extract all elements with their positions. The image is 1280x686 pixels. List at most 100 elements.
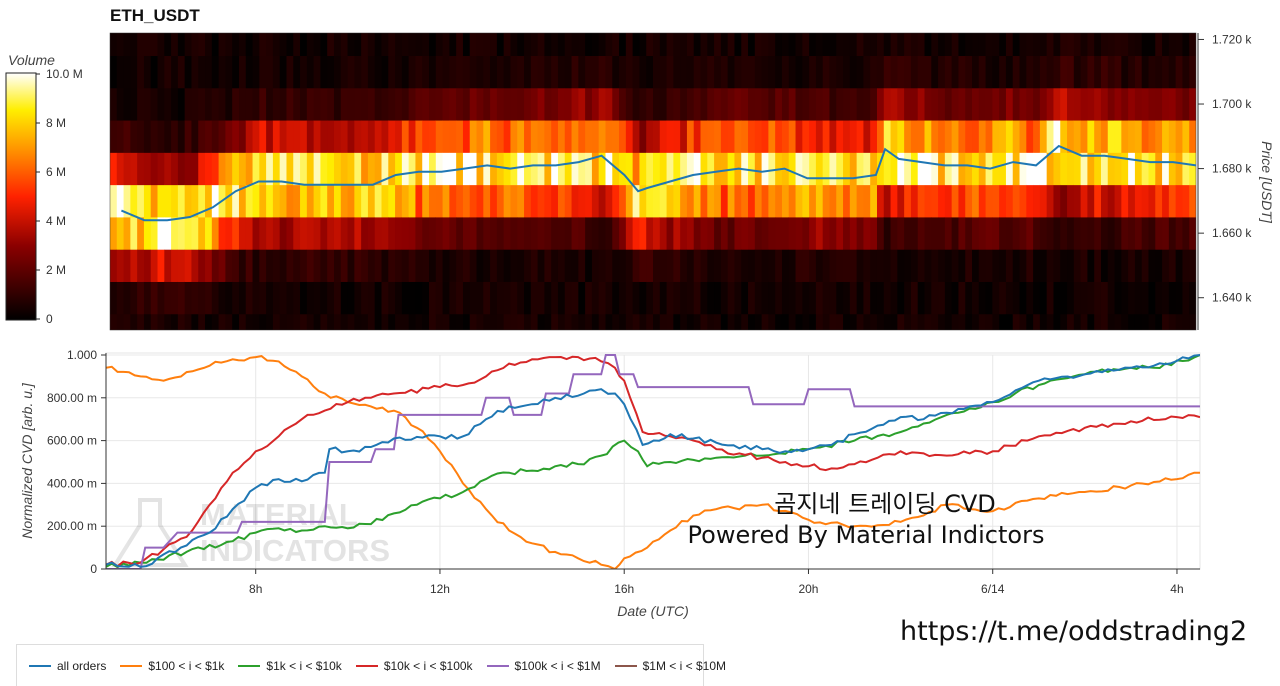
- heatmap-cell: [483, 184, 491, 218]
- heatmap-cell: [123, 313, 131, 330]
- heatmap-cell: [272, 87, 281, 121]
- heatmap-cell: [748, 249, 756, 282]
- heatmap-cell: [123, 33, 131, 56]
- heatmap-cell: [1053, 281, 1061, 315]
- heatmap-cell: [1087, 313, 1095, 330]
- heatmap-cell: [476, 87, 484, 121]
- heatmap-cell: [293, 120, 301, 153]
- heatmap-cell: [286, 313, 294, 330]
- heatmap-cell: [469, 87, 478, 121]
- heatmap-cell: [130, 313, 138, 330]
- heatmap-cell: [422, 184, 430, 218]
- heatmap-cell: [612, 55, 620, 89]
- heatmap-cell: [354, 120, 362, 153]
- heatmap-cell: [1155, 33, 1163, 56]
- heatmap-cell: [524, 87, 532, 121]
- heatmap-cell: [266, 217, 274, 250]
- heatmap-cell: [367, 33, 376, 56]
- legend-item[interactable]: all orders: [29, 659, 106, 673]
- heatmap-cell: [795, 120, 803, 153]
- heatmap-cell: [904, 313, 912, 330]
- heatmap-cell: [232, 281, 240, 315]
- heatmap-cell: [530, 313, 539, 330]
- heatmap-cell: [415, 281, 423, 315]
- heatmap-cell: [205, 120, 213, 153]
- heatmap-cell: [734, 313, 742, 330]
- legend-item[interactable]: $1M < i < $10M: [614, 659, 726, 673]
- heatmap-cell: [673, 55, 681, 89]
- heatmap-cell: [150, 184, 159, 218]
- heatmap-cell: [1128, 249, 1136, 282]
- heatmap-cell: [680, 55, 688, 89]
- heatmap-cell: [496, 184, 505, 218]
- heatmap-cell: [686, 281, 695, 315]
- heatmap-cell: [327, 33, 335, 56]
- heatmap-cell: [293, 87, 301, 121]
- heatmap-cell: [462, 249, 471, 282]
- heatmap-cell: [788, 120, 797, 153]
- heatmap-cell: [435, 249, 444, 282]
- heatmap-cell: [605, 313, 613, 330]
- heatmap-cell: [408, 120, 417, 153]
- legend-item[interactable]: $100 < i < $1k: [120, 659, 224, 673]
- heatmap-cell: [788, 281, 797, 315]
- heatmap-cell: [1019, 281, 1027, 315]
- heatmap-cell: [469, 55, 478, 89]
- heatmap-cell: [490, 281, 498, 315]
- heatmap-cell: [259, 249, 267, 282]
- heatmap-cell: [1189, 152, 1196, 186]
- heatmap-cell: [1039, 152, 1048, 186]
- heatmap-cell: [714, 217, 722, 250]
- heatmap-cell: [381, 120, 389, 153]
- heatmap-cell: [449, 313, 457, 330]
- heatmap-cell: [476, 33, 484, 56]
- heatmap-cell: [1067, 55, 1075, 89]
- heatmap-cell: [768, 184, 776, 218]
- heatmap-cell: [184, 313, 193, 330]
- heatmap-cell: [924, 33, 932, 56]
- legend-item[interactable]: $100k < i < $1M: [486, 659, 601, 673]
- heatmap-cell: [999, 249, 1007, 282]
- heatmap-cell: [150, 249, 159, 282]
- heatmap-cell: [659, 217, 668, 250]
- heatmap-cell: [184, 120, 193, 153]
- heatmap-cell: [646, 87, 654, 121]
- heatmap-cell: [876, 55, 885, 89]
- heatmap-cell: [340, 281, 349, 315]
- heatmap-cell: [931, 33, 939, 56]
- legend-item[interactable]: $10k < i < $100k: [355, 659, 473, 673]
- price-axis-title: Price [USDT]: [1259, 141, 1275, 224]
- heatmap-cell: [619, 217, 627, 250]
- heatmap-cell: [1026, 120, 1034, 153]
- heatmap-cell: [483, 313, 491, 330]
- heatmap-cell: [544, 313, 552, 330]
- legend-item[interactable]: $1k < i < $10k: [238, 659, 342, 673]
- heatmap-cell: [1121, 313, 1129, 330]
- heatmap-cell: [944, 87, 953, 121]
- heatmap-cell: [802, 217, 810, 250]
- heatmap-cell: [530, 249, 539, 282]
- heatmap-cell: [259, 313, 267, 330]
- heatmap-cell: [917, 33, 926, 56]
- heatmap-cell: [306, 184, 315, 218]
- heatmap-cell: [347, 33, 355, 56]
- heatmap-cell: [863, 249, 871, 282]
- heatmap-cell: [462, 217, 471, 250]
- heatmap-cell: [897, 217, 905, 250]
- heatmap-cell: [327, 87, 335, 121]
- heatmap-cell: [395, 313, 403, 330]
- heatmap-cell: [843, 217, 851, 250]
- heatmap-cell: [361, 313, 369, 330]
- heatmap-cell: [238, 87, 247, 121]
- heatmap-cell: [673, 249, 681, 282]
- heatmap-cell: [802, 33, 810, 56]
- heatmap-cell: [856, 120, 865, 153]
- heatmap-cell: [999, 55, 1007, 89]
- heatmap-cell: [564, 55, 573, 89]
- heatmap-cell: [388, 249, 396, 282]
- heatmap-cell: [1019, 184, 1027, 218]
- heatmap-cell: [1046, 152, 1055, 186]
- heatmap-cell: [395, 33, 403, 56]
- heatmap-cell: [815, 249, 824, 282]
- heatmap-cell: [625, 87, 634, 121]
